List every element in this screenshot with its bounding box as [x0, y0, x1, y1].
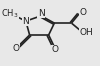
Text: O: O — [79, 8, 86, 17]
Text: N: N — [22, 17, 29, 26]
Text: OH: OH — [79, 28, 93, 37]
Text: CH$_3$: CH$_3$ — [1, 8, 18, 20]
Text: O: O — [13, 44, 20, 53]
Text: N: N — [38, 9, 44, 18]
Text: O: O — [52, 45, 59, 54]
